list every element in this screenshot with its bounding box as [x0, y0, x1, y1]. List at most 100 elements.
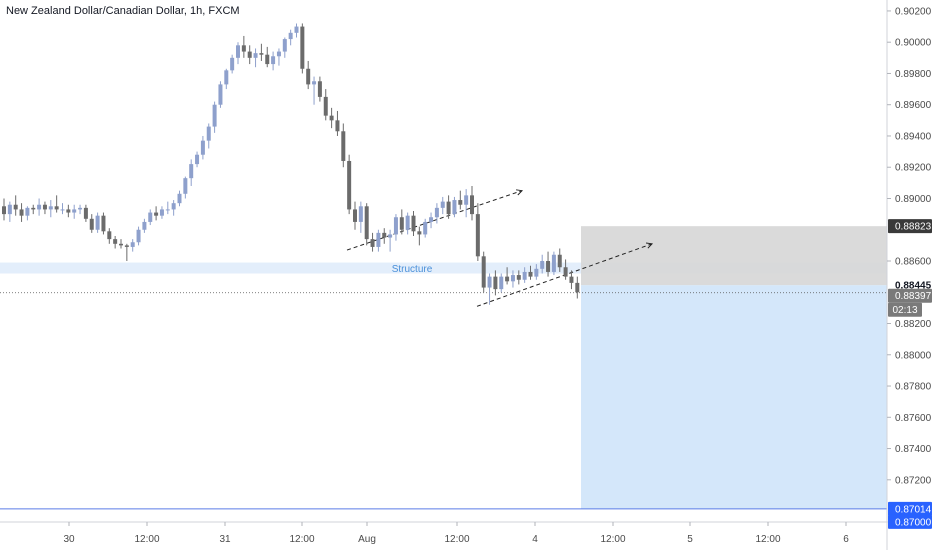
candle-body	[370, 239, 375, 247]
candle-body	[546, 261, 551, 272]
candle-body	[434, 207, 439, 218]
candle-body	[358, 206, 363, 222]
candle	[48, 200, 53, 218]
candle	[393, 214, 398, 241]
candle	[464, 189, 469, 218]
candle-body	[195, 154, 200, 165]
candle-body	[265, 54, 270, 65]
candle-body	[505, 276, 510, 282]
candle-body	[341, 131, 346, 161]
candle	[411, 210, 416, 236]
candle	[189, 159, 194, 186]
trend-arrow-head	[645, 242, 654, 249]
candle-body	[60, 209, 65, 211]
candle	[288, 29, 293, 46]
candle	[66, 204, 71, 218]
x-tick-label: 12:00	[600, 534, 625, 545]
price-badge-label: 02:13	[892, 305, 917, 316]
trend-arrow-head	[515, 189, 524, 196]
candle	[83, 204, 88, 222]
candle	[364, 203, 369, 246]
candle-body	[89, 218, 94, 230]
candle	[72, 204, 77, 219]
candle-body	[148, 212, 153, 222]
y-tick-label: 0.89400	[895, 131, 932, 142]
position-zones	[0, 226, 887, 509]
chart-title: New Zealand Dollar/Canadian Dollar, 1h, …	[6, 5, 240, 17]
x-tick-label: 31	[219, 534, 231, 545]
candle	[399, 209, 404, 235]
candle	[317, 76, 322, 102]
stop-loss-zone	[581, 226, 887, 286]
candle-body	[300, 26, 305, 69]
candle-body	[31, 207, 36, 210]
candle	[353, 201, 357, 230]
candle	[230, 54, 235, 74]
candle-body	[423, 221, 428, 235]
x-tick-label: 6	[843, 534, 849, 545]
candle	[335, 110, 340, 136]
structure-zone	[0, 262, 887, 274]
candle-body	[66, 209, 71, 213]
candle	[405, 212, 410, 235]
candle-body	[25, 207, 30, 216]
candle-body	[136, 229, 141, 243]
y-tick-label: 0.89800	[895, 69, 932, 80]
candle	[347, 154, 352, 215]
candle	[31, 204, 36, 215]
candle	[429, 212, 434, 229]
candle	[165, 201, 170, 215]
candle-body	[470, 195, 474, 215]
candle-body	[37, 204, 42, 210]
x-tick-label: 12:00	[289, 534, 314, 545]
candle	[540, 254, 545, 274]
candle	[294, 23, 299, 38]
candle	[19, 203, 24, 222]
candle	[475, 203, 480, 261]
y-tick-label: 0.87800	[895, 382, 932, 393]
candle	[206, 123, 211, 149]
annotations: Structure	[392, 264, 433, 275]
candle	[7, 201, 12, 222]
trend-line	[346, 190, 523, 251]
candle-body	[569, 276, 574, 283]
candle	[528, 265, 533, 280]
candle-body	[317, 81, 322, 97]
structure-label: Structure	[392, 264, 433, 275]
candle-body	[335, 120, 340, 132]
candle	[312, 76, 317, 105]
candle-body	[7, 204, 12, 215]
candle	[218, 81, 223, 108]
candle-body	[481, 256, 486, 288]
candle	[130, 239, 135, 252]
candle-body	[312, 81, 317, 85]
candle-body	[399, 217, 404, 230]
candle	[265, 46, 270, 68]
candle	[148, 209, 153, 226]
candle-body	[241, 45, 246, 52]
candle-body	[107, 231, 112, 240]
candle-body	[83, 207, 88, 219]
x-tick-label: 30	[63, 534, 75, 545]
candle-body	[189, 164, 194, 179]
candle	[522, 267, 527, 283]
candle-body	[142, 221, 147, 230]
candle	[159, 206, 164, 219]
candle-body	[171, 203, 176, 210]
x-tick-label: 12:00	[134, 534, 159, 545]
candle	[440, 196, 445, 215]
candle	[557, 248, 562, 272]
candle-body	[551, 254, 556, 272]
candle-body	[288, 32, 293, 40]
candle	[200, 135, 205, 160]
candle	[470, 185, 474, 221]
candle	[37, 198, 42, 216]
price-badge	[888, 278, 932, 293]
candle	[154, 206, 159, 221]
candle	[247, 45, 252, 65]
candle-body	[306, 68, 311, 85]
candle-body	[329, 115, 334, 121]
candle	[358, 201, 363, 233]
